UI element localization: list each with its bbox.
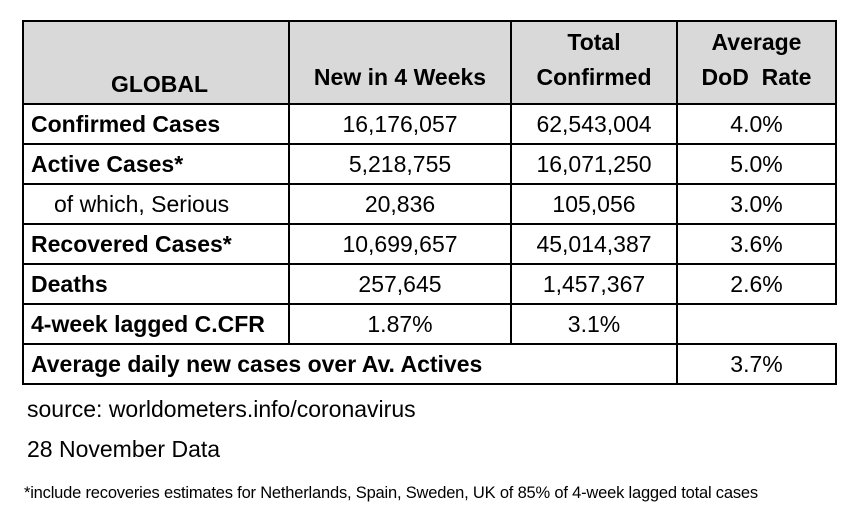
row-label: of which, Serious: [22, 183, 290, 225]
total-confirmed-value: 45,014,387: [510, 223, 678, 265]
table-title-text: GLOBAL: [110, 71, 209, 98]
dod-rate-value: 3.6%: [676, 223, 837, 265]
col-header-new-in-4-weeks: New in 4 Weeks: [288, 20, 512, 105]
dod-rate-value: 4.0%: [676, 103, 837, 145]
new-in-4-weeks-value: 20,836: [288, 183, 512, 225]
row-label: Deaths: [22, 263, 290, 305]
total-confirmed-value: 1,457,367: [510, 263, 678, 305]
date-text: 28 November Data: [27, 435, 221, 462]
new-in-4-weeks-value: 1.87%: [288, 303, 512, 345]
new-in-4-weeks-value: 16,176,057: [288, 103, 512, 145]
dod-rate-value: 2.6%: [676, 263, 837, 305]
new-in-4-weeks-value: 10,699,657: [288, 223, 512, 265]
dod-rate-value-empty: [676, 303, 836, 345]
total-confirmed-value: 62,543,004: [510, 103, 678, 145]
table-row-serious: of which, Serious 20,836 105,056 3.0%: [22, 183, 837, 225]
new-in-4-weeks-value: 257,645: [288, 263, 512, 305]
row-label: 4-week lagged C.CFR: [22, 303, 290, 345]
col-header-dod-line1: Average: [711, 28, 802, 55]
table-title: GLOBAL: [22, 20, 290, 105]
table-row-summary: Average daily new cases over Av. Actives…: [22, 343, 837, 385]
row-label: Recovered Cases*: [22, 223, 290, 265]
table-header-row: GLOBAL New in 4 Weeks Total Confirmed Av…: [22, 20, 837, 105]
table-row-cfr: 4-week lagged C.CFR 1.87% 3.1%: [22, 303, 836, 345]
global-stats-table: GLOBAL New in 4 Weeks Total Confirmed Av…: [22, 20, 837, 385]
summary-dod-rate-value: 3.7%: [676, 343, 837, 385]
page: GLOBAL New in 4 Weeks Total Confirmed Av…: [22, 20, 837, 503]
col-header-dod-line2: DoD Rate: [701, 64, 812, 91]
total-confirmed-value: 105,056: [510, 183, 678, 225]
col-header-total-confirmed: Total Confirmed: [510, 20, 678, 105]
summary-row-label: Average daily new cases over Av. Actives: [22, 343, 678, 385]
total-confirmed-value: 16,071,250: [510, 143, 678, 185]
dod-rate-value: 5.0%: [676, 143, 837, 185]
table-row-recovered-cases: Recovered Cases* 10,699,657 45,014,387 3…: [22, 223, 837, 265]
row-label: Confirmed Cases: [22, 103, 290, 145]
col-header-total-line2: Confirmed: [536, 64, 652, 91]
new-in-4-weeks-value: 5,218,755: [288, 143, 512, 185]
total-confirmed-value: 3.1%: [510, 303, 678, 345]
col-header-average-dod-rate: Average DoD Rate: [676, 20, 837, 105]
footnote-text: *include recoveries estimates for Nether…: [24, 484, 758, 503]
dod-rate-value: 3.0%: [676, 183, 837, 225]
table-row-confirmed-cases: Confirmed Cases 16,176,057 62,543,004 4.…: [22, 103, 837, 145]
col-header-new-in-4-weeks-label: New in 4 Weeks: [313, 64, 487, 91]
source-text: source: worldometers.info/coronavirus: [27, 396, 416, 422]
col-header-total-line1: Total: [567, 28, 621, 55]
table-row-deaths: Deaths 257,645 1,457,367 2.6%: [22, 263, 837, 305]
table-row-active-cases: Active Cases* 5,218,755 16,071,250 5.0%: [22, 143, 837, 185]
row-label: Active Cases*: [22, 143, 290, 185]
